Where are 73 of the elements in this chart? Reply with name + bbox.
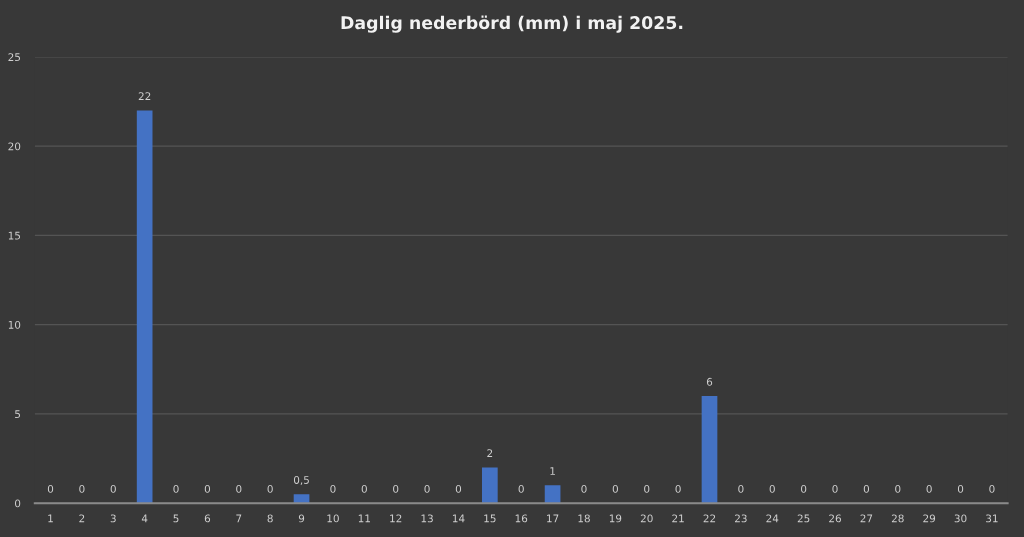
data-label: 0 — [644, 484, 650, 493]
bar — [481, 467, 498, 504]
data-label: 0 — [989, 484, 995, 493]
data-label: 0 — [738, 484, 744, 493]
y-tick-label: 15 — [8, 231, 21, 240]
x-tick-label: 11 — [358, 514, 370, 523]
data-label: 0 — [424, 484, 430, 493]
x-tick-label: 19 — [609, 514, 622, 523]
y-tick-label: 5 — [15, 410, 21, 419]
data-label: 0 — [518, 484, 524, 493]
data-label: 0 — [330, 484, 336, 493]
x-tick-label: 23 — [735, 514, 747, 523]
data-label: 0 — [926, 484, 932, 493]
x-tick-label: 2 — [79, 514, 85, 523]
x-tick-label: 8 — [267, 514, 273, 523]
x-tick-label: 26 — [829, 514, 841, 523]
x-tick-label: 22 — [703, 514, 716, 523]
x-tick-label: 31 — [986, 514, 998, 523]
data-label: 1 — [550, 467, 555, 475]
data-label: 0 — [79, 484, 85, 493]
x-tick-label: 13 — [421, 514, 433, 523]
x-tick-label: 4 — [141, 514, 148, 523]
x-tick-label: 6 — [204, 514, 211, 523]
data-label: 0 — [675, 484, 681, 493]
data-label: 0 — [581, 484, 587, 493]
x-tick-label: 28 — [891, 514, 904, 523]
x-tick-label: 20 — [640, 514, 653, 523]
y-tick-label: 20 — [8, 142, 21, 151]
x-tick-label: 27 — [860, 514, 873, 523]
x-tick-label: 3 — [110, 514, 116, 523]
bar — [136, 110, 153, 504]
x-tick-label: 7 — [236, 514, 242, 523]
x-tick-label: 30 — [954, 514, 967, 523]
data-label: 0 — [957, 484, 964, 493]
bar — [544, 485, 561, 504]
x-tick-label: 16 — [515, 514, 528, 523]
data-label: 0,5 — [293, 476, 309, 485]
x-tick-label: 9 — [298, 514, 305, 523]
x-tick-label: 5 — [173, 514, 179, 523]
data-label: 22 — [138, 92, 151, 100]
data-label: 0 — [173, 484, 179, 493]
data-label: 0 — [801, 484, 807, 493]
x-tick-label: 25 — [797, 514, 810, 523]
y-tick-label: 0 — [14, 499, 21, 508]
data-label: 0 — [455, 484, 462, 493]
y-tick-label: 25 — [8, 53, 21, 62]
data-label: 0 — [863, 484, 870, 493]
data-label: 2 — [487, 449, 493, 457]
y-tick-label: 10 — [8, 320, 21, 329]
data-label: 0 — [393, 484, 399, 493]
x-tick-label: 15 — [484, 514, 496, 523]
data-label: 0 — [612, 484, 618, 493]
data-label: 0 — [47, 484, 54, 493]
data-label: 0 — [110, 484, 116, 493]
x-tick-label: 18 — [578, 514, 590, 523]
data-label: 0 — [361, 484, 367, 493]
data-label: 0 — [267, 484, 273, 493]
x-tick-label: 14 — [452, 514, 465, 523]
x-tick-label: 1 — [48, 514, 53, 523]
data-label: 0 — [236, 484, 242, 493]
data-label: 0 — [832, 484, 838, 493]
data-label: 0 — [769, 484, 775, 493]
data-label: 0 — [895, 484, 901, 493]
x-tick-label: 17 — [547, 514, 559, 523]
data-label: 0 — [204, 484, 211, 493]
x-tick-label: 24 — [766, 514, 779, 523]
bar — [701, 396, 718, 504]
chart-title: Daglig nederbörd (mm) i maj 2025. — [341, 15, 683, 33]
x-tick-label: 10 — [327, 514, 339, 523]
x-tick-label: 29 — [923, 514, 936, 523]
x-tick-label: 21 — [672, 514, 684, 523]
data-label: 6 — [706, 377, 713, 386]
x-tick-label: 12 — [390, 514, 402, 523]
